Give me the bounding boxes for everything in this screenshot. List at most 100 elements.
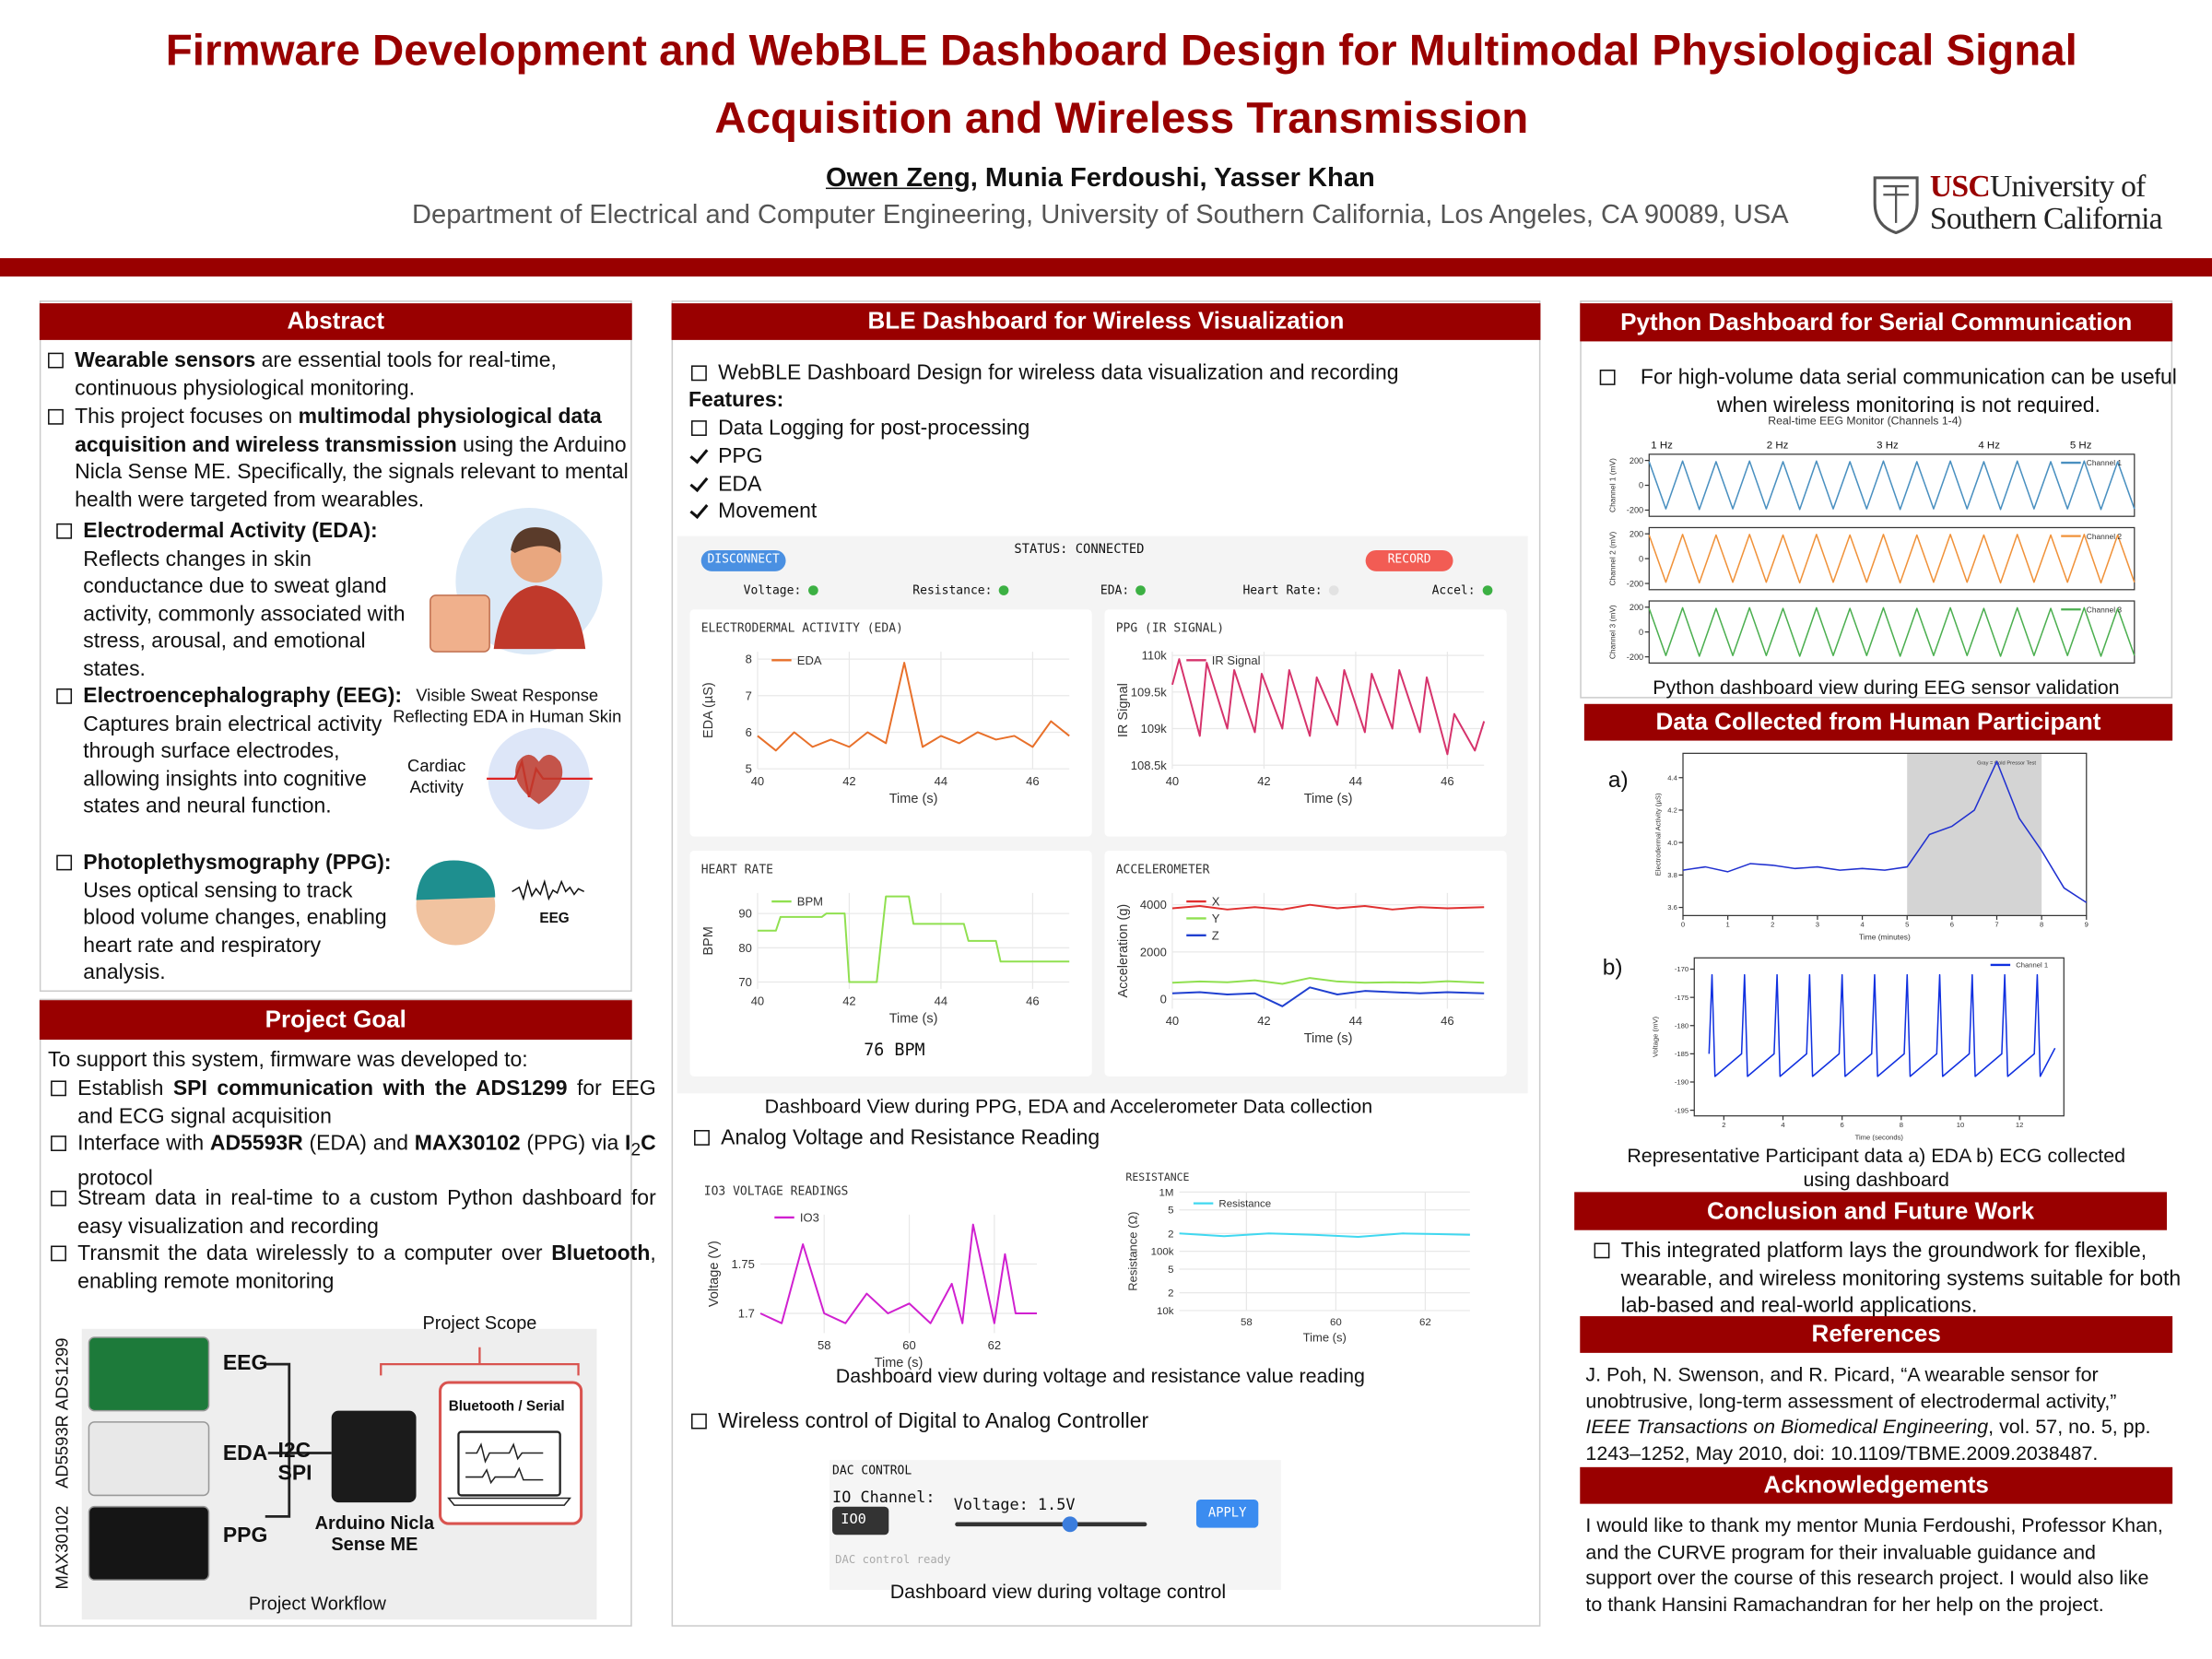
x-tick-label: 60 bbox=[1330, 1317, 1342, 1328]
bold-run: multimodal physiological data acquisitio… bbox=[75, 405, 602, 457]
chart-title: PPG (IR SIGNAL) bbox=[1116, 622, 1224, 636]
dac-channel-select: IO0 bbox=[832, 1506, 889, 1535]
x-tick-label: 8 bbox=[1900, 1121, 1903, 1129]
disconnect-button: DISCONNECT bbox=[700, 549, 786, 571]
legend-label: Channel 3 bbox=[2087, 605, 2123, 614]
text-run: This project focuses on bbox=[75, 405, 299, 429]
section-heading: Data Collected from Human Participant bbox=[1583, 703, 2173, 741]
chip-label: MAX30102 bbox=[52, 1505, 73, 1590]
y-tick-label: -175 bbox=[1675, 994, 1688, 1002]
goal-item: Interface with AD5593R (EDA) and MAX3010… bbox=[48, 1130, 656, 1193]
y-tick-label: -180 bbox=[1675, 1021, 1688, 1030]
chart-title: RESISTANCE bbox=[1125, 1171, 1189, 1183]
x-tick-label: 9 bbox=[2085, 921, 2088, 929]
data-line bbox=[1171, 658, 1486, 756]
goal-intro: To support this system, firmware was dev… bbox=[48, 1048, 528, 1073]
eeg-cap bbox=[416, 860, 496, 900]
chart: RESISTANCE 10k 2 5 100k 2 5 1M 58 60 62 Resistance R… bbox=[1125, 1171, 1470, 1345]
legend-label: Channel 1 bbox=[2087, 458, 2123, 467]
features-label: Features: bbox=[688, 387, 784, 412]
x-axis-label: Time (s) bbox=[889, 792, 938, 806]
hair bbox=[511, 527, 561, 553]
indicator-dot bbox=[1482, 585, 1492, 595]
x-tick-label: 40 bbox=[751, 774, 764, 788]
workflow-caption: Project Workflow bbox=[248, 1593, 386, 1615]
y-tick-label: 4.2 bbox=[1667, 806, 1677, 815]
status-indicator: Heart Rate: bbox=[1242, 583, 1340, 598]
y-tick-label: -200 bbox=[1627, 579, 1643, 588]
y-tick-label: 8 bbox=[746, 653, 752, 666]
legend-label: EDA bbox=[797, 653, 822, 667]
feature-check: Movement bbox=[688, 498, 1141, 525]
data-line bbox=[757, 895, 1070, 983]
x-tick-label: 44 bbox=[935, 994, 947, 1008]
goal-item: Transmit the data wirelessly to a comput… bbox=[48, 1240, 656, 1295]
freq-label: 2 Hz bbox=[1766, 439, 1789, 452]
indicator-label: Heart Rate: bbox=[1242, 583, 1323, 598]
x-tick-label: 60 bbox=[902, 1338, 915, 1352]
signal-label: EDA bbox=[222, 1441, 268, 1466]
author-presenter: Owen Zeng bbox=[825, 163, 971, 194]
indicator-label: Voltage: bbox=[743, 583, 802, 598]
signal-arrows bbox=[265, 1362, 332, 1518]
x-tick-label: 58 bbox=[818, 1338, 830, 1352]
eeg-title: Real-time EEG Monitor (Channels 1-4) bbox=[1768, 414, 1962, 428]
y-tick-label: -190 bbox=[1675, 1078, 1688, 1087]
x-tick-label: 42 bbox=[1257, 1014, 1270, 1028]
section-frame bbox=[39, 300, 632, 993]
section-heading: Python Dashboard for Serial Communicatio… bbox=[1580, 303, 2173, 342]
dac-title: DAC CONTROL bbox=[832, 1464, 912, 1479]
freq-label: 5 Hz bbox=[2069, 439, 2092, 452]
y-tick-label: 2000 bbox=[1140, 945, 1167, 959]
x-tick-label: 44 bbox=[1349, 774, 1362, 788]
text-run: , enabling remote monitoring bbox=[77, 1241, 656, 1293]
bold-run: I bbox=[625, 1131, 631, 1156]
section-heading: Project Goal bbox=[39, 1000, 632, 1041]
chart: Gray = Cold Pressor Test 3.6 3.8 4.0 4.2 4.4 0… bbox=[1654, 752, 2088, 941]
data-line bbox=[1708, 973, 2056, 1077]
x-tick-label: 4 bbox=[1781, 1121, 1785, 1129]
plot-frame bbox=[1682, 752, 2088, 916]
freq-label: 3 Hz bbox=[1877, 439, 1899, 452]
status-text: STATUS: CONNECTED bbox=[1014, 543, 1145, 558]
x-tick-label: 7 bbox=[1994, 921, 1998, 929]
chart-card: HEART RATE 70 80 90 40 42 44 46 BPM BPM Time (s) bbox=[689, 850, 1092, 1077]
y-tick-label: 4.0 bbox=[1667, 839, 1677, 847]
ble-item: Data Logging for post-processing bbox=[688, 415, 1550, 442]
signal-text: Reflects changes in skin conductance due… bbox=[83, 547, 406, 682]
y-tick-label: 90 bbox=[738, 907, 751, 921]
section-heading: Acknowledgements bbox=[1580, 1466, 2173, 1504]
goal-item: Stream data in real-time to a custom Pyt… bbox=[48, 1185, 656, 1241]
figure-caption: Dashboard View during PPG, EDA and Accel… bbox=[764, 1094, 1373, 1118]
x-tick-label: 6 bbox=[1950, 921, 1954, 929]
y-tick-label: 6 bbox=[746, 725, 752, 739]
y-axis-label: Channel 3 (mV) bbox=[1608, 605, 1618, 659]
bold-run: MAX30102 bbox=[414, 1131, 521, 1156]
signal-name: Photoplethysmography (PPG): bbox=[83, 850, 392, 875]
data-line bbox=[1648, 606, 2136, 657]
x-tick-label: 42 bbox=[1257, 774, 1270, 788]
y-tick-label: 0 bbox=[1639, 628, 1643, 637]
bold-run: Wearable sensors bbox=[75, 348, 256, 373]
y-axis-label: Channel 1 (mV) bbox=[1608, 458, 1618, 512]
legend-label: Channel 2 bbox=[2087, 532, 2123, 541]
subscript: 2 bbox=[630, 1139, 641, 1160]
text-run: using the Arduino Nicla Sense ME. Specif… bbox=[75, 432, 629, 512]
plot-frame bbox=[1693, 957, 2065, 1117]
y-tick-label: 109.5k bbox=[1131, 685, 1168, 699]
text-run: for EEG and ECG signal acquisition bbox=[77, 1076, 656, 1128]
y-axis-label: Voltage (V) bbox=[707, 1241, 722, 1307]
sensor-board bbox=[88, 1336, 210, 1412]
y-tick-label: -200 bbox=[1627, 653, 1643, 662]
y-axis-label: Electrodermal Activity (µS) bbox=[1654, 793, 1663, 876]
y-tick-label: 10k bbox=[1157, 1306, 1174, 1317]
text-run: EDA bbox=[718, 472, 762, 497]
text-run: protocol bbox=[77, 1166, 153, 1191]
status-indicator: EDA: bbox=[1100, 584, 1147, 598]
feature-check: PPG bbox=[688, 443, 1141, 471]
poster-title: Firmware Development and WebBLE Dashboar… bbox=[165, 25, 2077, 143]
chart: -200 0 200 Channel 1 Channel 1 (mV) bbox=[1608, 453, 2136, 517]
plot-frame bbox=[1648, 453, 2136, 517]
slider-knob bbox=[1062, 1516, 1078, 1533]
heart-rate-readout: 76 BPM bbox=[864, 1040, 925, 1060]
